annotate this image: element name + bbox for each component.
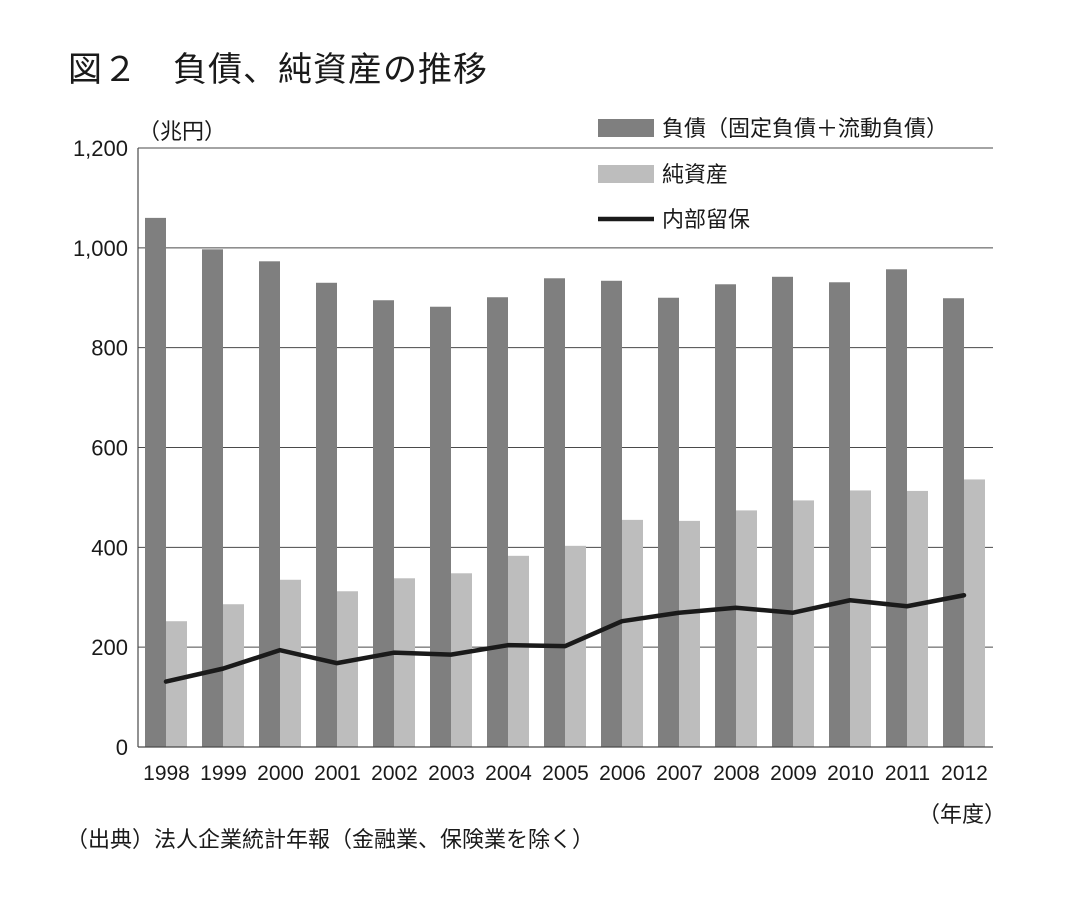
bar-net-assets (166, 621, 187, 747)
x-tick-label: 2007 (656, 762, 703, 785)
bar-net-assets (223, 604, 244, 747)
bar-net-assets (451, 573, 472, 747)
bar-net-assets (280, 579, 301, 747)
legend-item-net-assets-swatch (598, 165, 654, 183)
x-axis-unit-label: （年度） (918, 803, 1007, 828)
x-tick-label: 2009 (770, 762, 817, 785)
bar-liabilities (259, 261, 280, 747)
bar-net-assets (679, 520, 700, 747)
bar-liabilities (202, 249, 223, 748)
source-note: （出典）法人企業統計年報（金融業、保険業を除く） (66, 828, 595, 853)
bar-liabilities (829, 282, 850, 747)
bar-liabilities (316, 282, 337, 747)
bar-net-assets (394, 578, 415, 747)
axes (137, 148, 993, 748)
x-tick-label: 2002 (371, 762, 418, 785)
bar-net-assets (907, 490, 928, 747)
bar-liabilities (715, 284, 736, 747)
line-series-retained-earnings (163, 593, 967, 684)
retained-earnings-line (163, 593, 967, 684)
y-tick-label: 800 (91, 336, 128, 361)
x-tick-label: 2003 (428, 762, 475, 785)
bar-liabilities (544, 278, 565, 747)
bar-liabilities (886, 269, 907, 747)
x-tick-label: 2005 (542, 762, 589, 785)
bar-liabilities (430, 306, 451, 747)
bar-liabilities (373, 300, 394, 747)
bar-liabilities (601, 280, 622, 747)
legend-item-retained-earnings-label: 内部留保 (662, 208, 750, 233)
bar-liabilities (658, 297, 679, 747)
x-tick-labels: 1998 1999 2000 2001 2002 2003 2004 2005 2006 2007… (143, 762, 988, 785)
bar-net-assets (565, 545, 586, 747)
bars (145, 217, 985, 748)
x-tick-label: 2006 (599, 762, 646, 785)
bar-net-assets (622, 519, 643, 747)
x-tick-label: 2001 (314, 762, 361, 785)
y-tick-label: 1,000 (73, 236, 128, 261)
chart-title: 図２ 負債、純資産の推移 (68, 50, 488, 90)
x-tick-label: 1998 (143, 762, 190, 785)
x-tick-label: 2004 (485, 762, 532, 785)
bar-liabilities (487, 297, 508, 747)
bar-net-assets (793, 500, 814, 747)
x-tick-label: 2008 (713, 762, 760, 785)
x-tick-label: 2000 (257, 762, 304, 785)
y-tick-labels: 0 200 400 600 800 1,000 1,200 (73, 136, 128, 760)
y-tick-label: 400 (91, 535, 128, 560)
legend-item-net-assets-label: 純資産 (662, 163, 728, 188)
x-tick-label: 1999 (200, 762, 247, 785)
y-axis-unit-label: （兆円） (138, 120, 227, 145)
y-tick-label: 1,200 (73, 136, 128, 161)
legend-item-liabilities-swatch (598, 119, 654, 137)
y-tick-label: 0 (116, 735, 128, 760)
bar-liabilities (145, 217, 166, 748)
y-tick-label: 200 (91, 635, 128, 660)
y-tick-label: 600 (91, 436, 128, 461)
bar-net-assets (850, 490, 871, 747)
bar-net-assets (964, 479, 985, 747)
bar-liabilities (943, 298, 964, 747)
bar-net-assets (337, 591, 358, 747)
x-tick-label: 2011 (885, 762, 930, 785)
bar-liabilities (772, 276, 793, 747)
x-tick-label: 2012 (941, 762, 988, 785)
legend-item-liabilities-label: 負債（固定負債＋流動負債） (662, 117, 948, 142)
bar-net-assets (508, 555, 529, 747)
bar-net-assets (736, 510, 757, 747)
x-tick-label: 2010 (827, 762, 874, 785)
